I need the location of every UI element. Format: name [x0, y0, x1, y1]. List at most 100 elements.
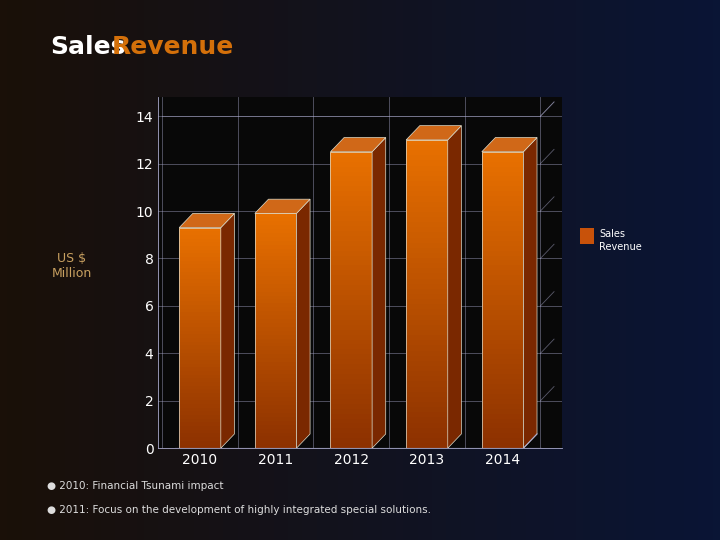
Polygon shape — [406, 428, 448, 433]
Polygon shape — [255, 370, 297, 374]
Polygon shape — [330, 418, 372, 423]
Polygon shape — [330, 379, 372, 384]
Polygon shape — [482, 320, 523, 325]
Polygon shape — [179, 231, 221, 235]
Polygon shape — [179, 312, 221, 316]
Polygon shape — [482, 359, 523, 364]
Polygon shape — [406, 305, 448, 309]
Polygon shape — [406, 197, 448, 201]
Polygon shape — [255, 292, 297, 295]
Polygon shape — [482, 211, 523, 216]
Polygon shape — [179, 330, 221, 334]
Polygon shape — [406, 150, 448, 156]
Polygon shape — [179, 437, 221, 441]
Polygon shape — [406, 207, 448, 212]
Polygon shape — [255, 295, 297, 300]
Polygon shape — [330, 329, 372, 335]
Polygon shape — [179, 415, 221, 419]
Polygon shape — [179, 275, 221, 279]
Polygon shape — [255, 245, 297, 248]
Polygon shape — [482, 152, 523, 157]
Polygon shape — [330, 384, 372, 389]
Polygon shape — [406, 407, 448, 412]
Polygon shape — [330, 310, 372, 315]
Polygon shape — [179, 213, 235, 228]
Polygon shape — [179, 430, 221, 434]
Polygon shape — [482, 172, 523, 177]
Polygon shape — [255, 229, 297, 233]
Polygon shape — [482, 325, 523, 329]
Polygon shape — [406, 340, 448, 346]
Polygon shape — [482, 191, 523, 196]
Polygon shape — [179, 305, 221, 308]
Polygon shape — [330, 246, 372, 251]
Polygon shape — [482, 177, 523, 181]
Polygon shape — [482, 271, 523, 275]
Polygon shape — [255, 272, 297, 276]
Polygon shape — [179, 353, 221, 356]
Polygon shape — [255, 241, 297, 245]
Polygon shape — [330, 285, 372, 290]
Polygon shape — [406, 268, 448, 273]
Polygon shape — [179, 444, 221, 448]
Polygon shape — [406, 361, 448, 366]
Polygon shape — [255, 401, 297, 405]
Polygon shape — [179, 265, 221, 268]
Polygon shape — [255, 315, 297, 319]
Polygon shape — [406, 315, 448, 320]
Polygon shape — [255, 268, 297, 272]
Polygon shape — [179, 283, 221, 286]
Polygon shape — [179, 334, 221, 338]
Polygon shape — [406, 166, 448, 171]
Polygon shape — [406, 366, 448, 371]
Polygon shape — [330, 335, 372, 340]
Polygon shape — [179, 441, 221, 444]
Polygon shape — [255, 331, 297, 335]
Polygon shape — [406, 191, 448, 197]
Polygon shape — [330, 349, 372, 354]
Polygon shape — [179, 323, 221, 327]
Polygon shape — [448, 126, 462, 448]
Polygon shape — [255, 417, 297, 421]
Polygon shape — [330, 226, 372, 231]
Polygon shape — [179, 419, 221, 422]
Polygon shape — [179, 268, 221, 272]
Polygon shape — [255, 237, 297, 241]
Polygon shape — [330, 340, 372, 345]
Polygon shape — [255, 394, 297, 397]
Polygon shape — [406, 325, 448, 330]
Polygon shape — [255, 441, 297, 444]
Polygon shape — [406, 217, 448, 222]
Polygon shape — [179, 342, 221, 345]
Polygon shape — [482, 206, 523, 211]
Polygon shape — [330, 172, 372, 177]
Text: ● 2011: Focus on the development of highly integrated special solutions.: ● 2011: Focus on the development of high… — [47, 505, 431, 515]
Polygon shape — [482, 216, 523, 221]
Polygon shape — [482, 246, 523, 251]
Polygon shape — [330, 404, 372, 409]
Polygon shape — [179, 349, 221, 353]
Polygon shape — [255, 339, 297, 342]
Polygon shape — [179, 426, 221, 430]
Polygon shape — [255, 362, 297, 366]
Polygon shape — [482, 138, 537, 152]
Polygon shape — [406, 242, 448, 248]
Polygon shape — [482, 335, 523, 340]
Polygon shape — [255, 213, 297, 217]
Polygon shape — [179, 257, 221, 261]
Polygon shape — [406, 309, 448, 315]
Polygon shape — [179, 434, 221, 437]
Polygon shape — [179, 389, 221, 393]
Polygon shape — [330, 231, 372, 236]
Polygon shape — [255, 199, 310, 213]
Polygon shape — [179, 401, 221, 404]
Polygon shape — [330, 157, 372, 161]
Polygon shape — [482, 181, 523, 186]
Polygon shape — [330, 161, 372, 166]
Polygon shape — [255, 382, 297, 386]
Polygon shape — [330, 265, 372, 271]
Polygon shape — [406, 253, 448, 258]
Text: US $
Million: US $ Million — [52, 252, 92, 280]
Polygon shape — [406, 335, 448, 340]
Polygon shape — [255, 386, 297, 389]
